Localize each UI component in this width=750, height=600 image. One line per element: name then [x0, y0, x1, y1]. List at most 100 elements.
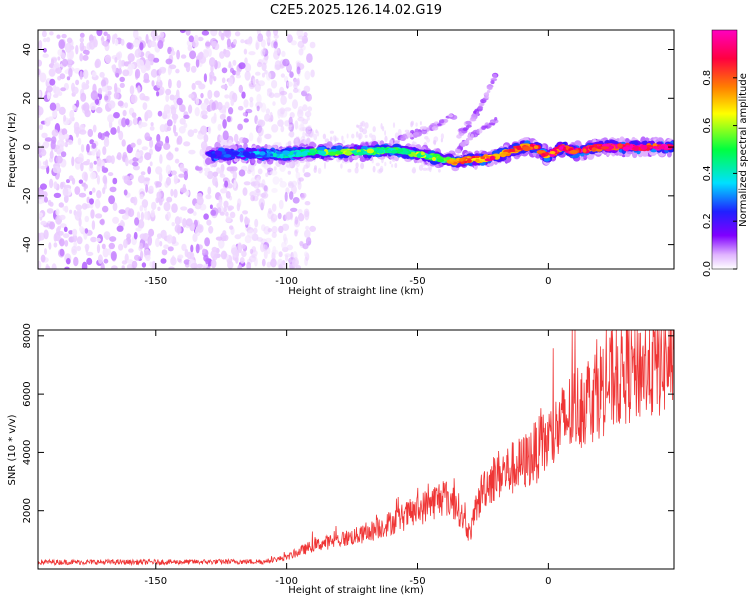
noise-speckle: [141, 199, 149, 208]
noise-speckle: [63, 114, 67, 122]
ridge-mark: [249, 152, 256, 158]
noise-speckle: [123, 239, 128, 249]
noise-speckle: [189, 222, 196, 232]
noise-speckle: [104, 95, 109, 101]
branch-mark: [489, 122, 495, 125]
noise-speckle: [206, 170, 214, 180]
ridge-mark: [397, 148, 404, 153]
noise-speckle: [109, 186, 117, 193]
ridge-mark: [536, 150, 543, 154]
branch-mark: [404, 135, 408, 139]
noise-speckle: [78, 179, 84, 184]
y-tick-label: 6000: [22, 381, 33, 406]
noise-speckle: [176, 49, 181, 60]
noise-speckle: [147, 235, 153, 246]
noise-speckle: [89, 198, 94, 205]
ridge-mark: [356, 151, 364, 156]
noise-speckle: [94, 60, 100, 69]
noise-speckle: [203, 167, 211, 172]
branch-mark: [419, 126, 427, 130]
noise-speckle: [277, 119, 284, 127]
noise-speckle: [294, 216, 299, 225]
noise-speckle: [277, 212, 282, 220]
ridge-mark: [334, 150, 343, 155]
noise-speckle: [266, 36, 272, 43]
noise-speckle: [100, 262, 105, 269]
branch-mark: [413, 131, 420, 137]
haze-speckle: [297, 136, 300, 142]
noise-speckle: [278, 199, 284, 210]
noise-speckle: [91, 220, 96, 231]
noise-speckle: [225, 191, 231, 199]
branch-mark: [462, 127, 468, 131]
noise-speckle: [251, 166, 256, 177]
noise-speckle: [101, 243, 106, 250]
haze-speckle: [315, 129, 318, 134]
noise-speckle: [115, 72, 120, 78]
noise-speckle: [238, 169, 246, 177]
noise-speckle: [224, 180, 229, 188]
noise-speckle: [90, 171, 97, 180]
noise-speckle: [94, 98, 100, 105]
noise-speckle: [114, 82, 118, 93]
noise-speckle: [145, 109, 153, 119]
noise-speckle: [199, 51, 204, 58]
noise-speckle: [113, 92, 120, 100]
noise-speckle: [38, 199, 44, 205]
noise-speckle: [74, 186, 81, 195]
noise-speckle: [192, 211, 197, 216]
noise-speckle: [145, 254, 151, 262]
noise-speckle: [58, 106, 66, 115]
noise-speckle: [221, 77, 226, 84]
noise-speckle: [159, 240, 163, 247]
noise-speckle: [38, 89, 41, 99]
noise-speckle: [84, 172, 88, 182]
noise-speckle: [42, 38, 48, 43]
noise-speckle: [58, 202, 64, 208]
ridge-mark: [328, 151, 337, 156]
x-tick-label: 0: [545, 276, 551, 287]
noise-speckle: [165, 94, 170, 103]
noise-speckle: [64, 240, 69, 247]
noise-speckle: [38, 40, 43, 50]
snr-panel: -150 -100 -50 0 2000 4000 6000 8000 Height of s…: [7, 323, 675, 596]
noise-speckle: [195, 166, 203, 171]
noise-speckle: [156, 133, 161, 143]
noise-speckle: [289, 71, 294, 78]
noise-speckle: [157, 110, 163, 117]
noise-speckle: [265, 237, 272, 243]
haze-speckle: [422, 167, 428, 171]
noise-speckle: [122, 109, 127, 117]
noise-speckle: [94, 198, 101, 209]
noise-speckle: [78, 217, 82, 227]
noise-speckle: [247, 229, 254, 238]
noise-speckle: [305, 236, 312, 246]
haze-speckle: [347, 168, 352, 173]
noise-speckle: [195, 58, 200, 68]
noise-speckle: [79, 129, 87, 135]
noise-speckle: [90, 209, 95, 219]
branch-mark: [470, 133, 474, 139]
branch-mark: [490, 80, 495, 85]
noise-speckle: [143, 72, 150, 83]
spectrogram-frame: [37, 29, 675, 270]
y-tick-label: 4000: [22, 440, 33, 465]
noise-speckle: [83, 69, 89, 79]
noise-speckle: [284, 253, 291, 258]
noise-speckle: [96, 175, 100, 185]
noise-speckle: [298, 177, 305, 182]
branch-mark: [471, 114, 479, 117]
noise-speckle: [239, 232, 246, 237]
haze-speckle: [440, 138, 443, 143]
noise-speckle: [107, 248, 112, 256]
noise-speckle: [158, 68, 162, 76]
noise-speckle: [203, 213, 209, 220]
noise-speckle: [40, 254, 46, 263]
noise-speckle: [309, 41, 316, 49]
noise-speckle: [156, 75, 161, 83]
noise-speckle: [84, 50, 90, 56]
noise-speckle: [140, 211, 144, 221]
noise-speckle: [80, 162, 84, 172]
noise-speckle: [205, 194, 212, 200]
